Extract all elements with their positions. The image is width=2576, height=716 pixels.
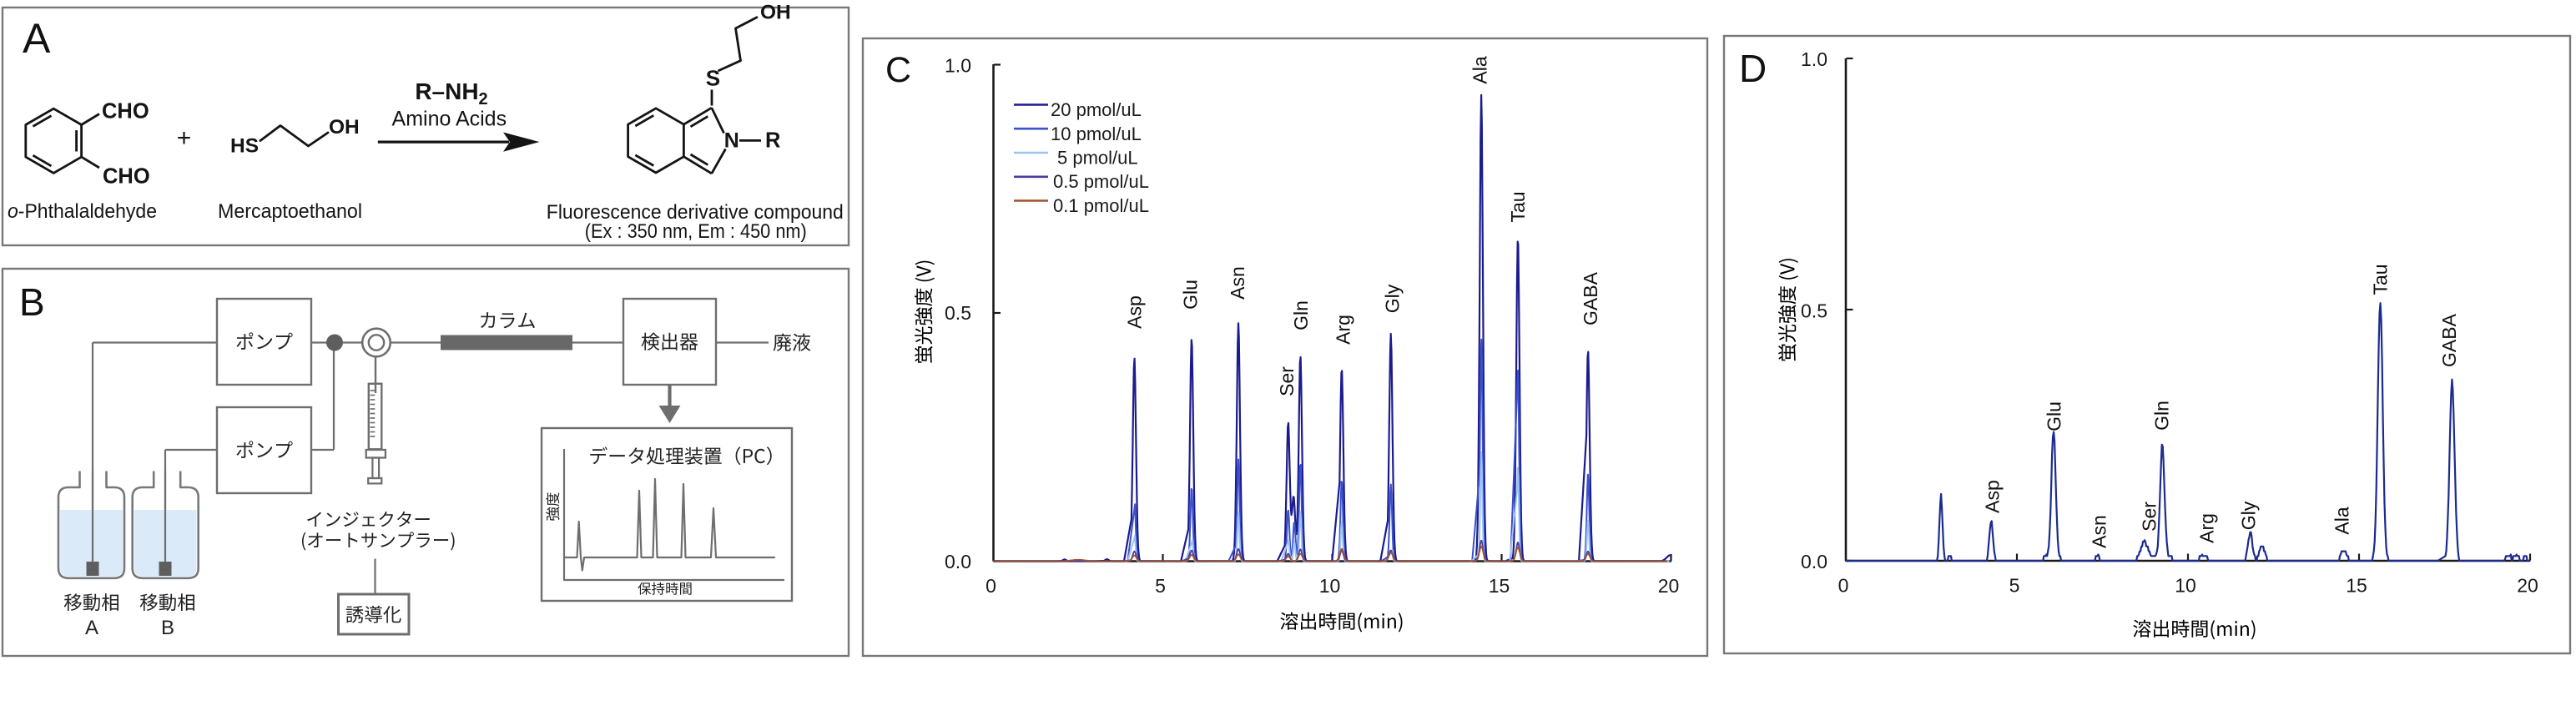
- svg-text:0.5: 0.5: [1801, 300, 1827, 322]
- svg-text:10: 10: [1319, 575, 1341, 597]
- svg-text:Gly: Gly: [2237, 501, 2259, 530]
- svg-text:Asp: Asp: [1123, 295, 1145, 329]
- svg-text:0.5 pmol/uL: 0.5 pmol/uL: [1053, 171, 1149, 192]
- svg-text:Ala: Ala: [1469, 56, 1490, 83]
- svg-text:Glu: Glu: [2043, 401, 2064, 431]
- svg-text:Arg: Arg: [1332, 315, 1354, 345]
- svg-text:15: 15: [1489, 575, 1510, 597]
- svg-text:B: B: [19, 280, 45, 324]
- svg-text:C: C: [885, 50, 911, 90]
- svg-text:20 pmol/uL: 20 pmol/uL: [1051, 99, 1142, 120]
- svg-text:0: 0: [986, 575, 996, 597]
- svg-text:Asp: Asp: [1981, 480, 2003, 513]
- svg-text:5: 5: [1155, 575, 1166, 597]
- svg-text:10 pmol/uL: 10 pmol/uL: [1051, 124, 1142, 144]
- svg-text:Amino Acids: Amino Acids: [392, 108, 507, 131]
- svg-text:N: N: [724, 129, 739, 153]
- svg-text:15: 15: [2346, 575, 2367, 597]
- svg-text:OH: OH: [329, 116, 360, 139]
- svg-text:Gln: Gln: [1290, 300, 1312, 330]
- svg-text:Ser: Ser: [2138, 502, 2160, 532]
- svg-text:20: 20: [1658, 575, 1680, 597]
- svg-text:CHO: CHO: [102, 100, 149, 124]
- svg-text:Ala: Ala: [2331, 507, 2352, 534]
- svg-text:0: 0: [1838, 575, 1849, 597]
- svg-text:0.0: 0.0: [945, 551, 971, 572]
- svg-text:Tau: Tau: [1507, 191, 1529, 222]
- svg-text:5: 5: [2009, 575, 2020, 597]
- svg-text:Asn: Asn: [2088, 515, 2110, 548]
- svg-text:(Ex : 350 nm, Em : 450 nm): (Ex : 350 nm, Em : 450 nm): [585, 220, 807, 243]
- svg-text:Fluorescence derivative compou: Fluorescence derivative compound: [547, 201, 844, 224]
- svg-text:GABA: GABA: [1580, 271, 1601, 325]
- svg-text:R–NH2: R–NH2: [415, 78, 487, 108]
- svg-text:1.0: 1.0: [945, 55, 971, 77]
- svg-text:Mercaptoethanol: Mercaptoethanol: [218, 200, 362, 223]
- svg-text:D: D: [1739, 47, 1767, 90]
- svg-text:5 pmol/uL: 5 pmol/uL: [1057, 148, 1138, 169]
- svg-text:0.5: 0.5: [945, 302, 971, 324]
- svg-text:0.0: 0.0: [1801, 551, 1827, 572]
- svg-text:A: A: [85, 617, 98, 639]
- svg-text:o-Phthalaldehyde: o-Phthalaldehyde: [8, 200, 157, 223]
- svg-text:Gly: Gly: [1381, 284, 1403, 313]
- svg-text:1.0: 1.0: [1801, 48, 1827, 70]
- svg-text:S: S: [706, 66, 720, 91]
- svg-text:Gln: Gln: [2150, 401, 2172, 431]
- svg-text:HS: HS: [230, 135, 259, 158]
- svg-text:Tau: Tau: [2369, 264, 2391, 295]
- svg-text:OH: OH: [760, 2, 791, 24]
- svg-text:10: 10: [2175, 575, 2196, 597]
- svg-text:CHO: CHO: [103, 165, 150, 189]
- svg-text:B: B: [161, 617, 174, 639]
- svg-text:Asn: Asn: [1227, 266, 1248, 300]
- svg-text:A: A: [23, 15, 51, 62]
- svg-text:GABA: GABA: [2438, 313, 2460, 367]
- svg-text:Arg: Arg: [2195, 513, 2217, 543]
- svg-text:Ser: Ser: [1276, 366, 1298, 396]
- svg-text:0.1 pmol/uL: 0.1 pmol/uL: [1053, 195, 1149, 216]
- svg-text:R: R: [765, 129, 780, 153]
- svg-text:Glu: Glu: [1179, 280, 1201, 310]
- svg-text:20: 20: [2517, 575, 2538, 597]
- svg-text:+: +: [177, 124, 192, 152]
